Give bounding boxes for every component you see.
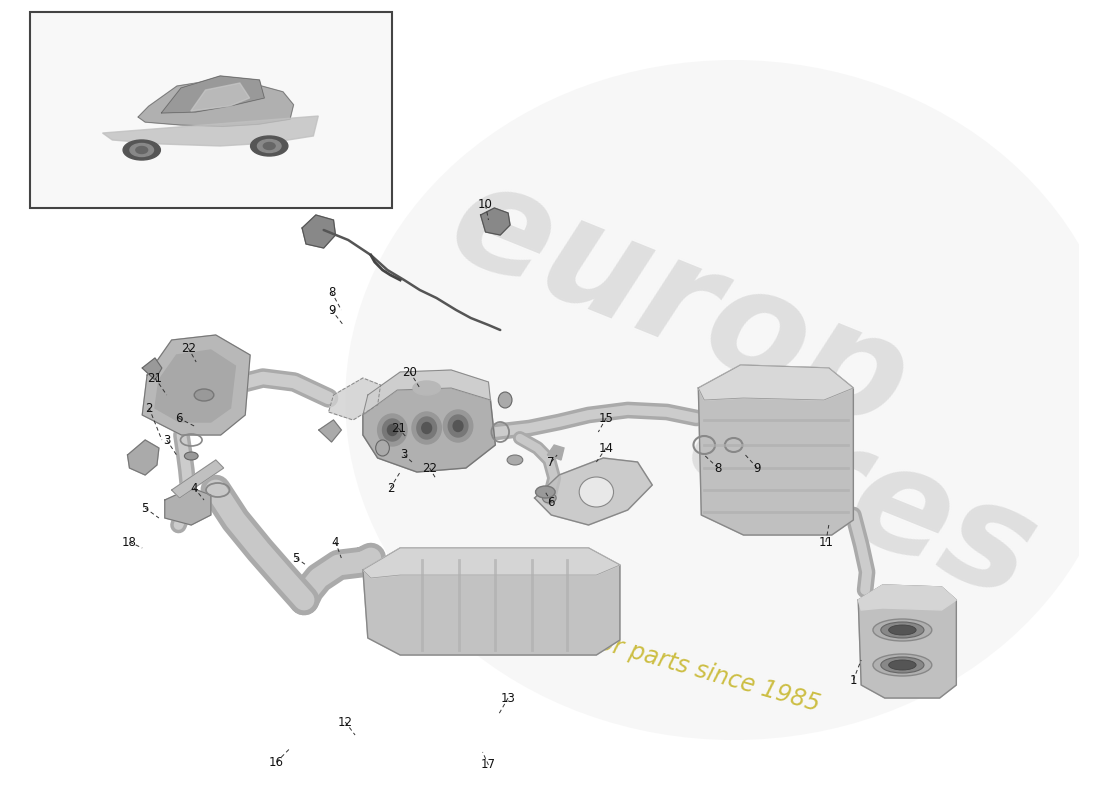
Ellipse shape: [421, 422, 431, 434]
Ellipse shape: [130, 143, 154, 157]
Polygon shape: [858, 585, 956, 610]
Text: 10: 10: [478, 198, 493, 211]
Polygon shape: [142, 358, 162, 380]
Text: 8: 8: [714, 462, 722, 474]
Ellipse shape: [251, 136, 288, 156]
Ellipse shape: [536, 486, 556, 498]
Polygon shape: [363, 548, 620, 655]
Ellipse shape: [498, 392, 512, 408]
Text: europ: europ: [431, 149, 928, 459]
Bar: [30, 12, 392, 208]
Text: 14: 14: [598, 442, 614, 454]
Text: 6: 6: [548, 495, 556, 509]
Text: a passion for parts since 1985: a passion for parts since 1985: [473, 595, 822, 717]
Polygon shape: [165, 488, 211, 525]
Text: 16: 16: [270, 755, 284, 769]
Polygon shape: [172, 460, 223, 498]
Text: 9: 9: [328, 303, 336, 317]
Text: 21: 21: [147, 371, 163, 385]
Polygon shape: [363, 370, 491, 415]
Polygon shape: [535, 458, 652, 525]
Text: 5: 5: [293, 551, 300, 565]
Text: 2: 2: [145, 402, 153, 414]
Ellipse shape: [387, 425, 397, 435]
Polygon shape: [319, 420, 341, 442]
Ellipse shape: [345, 60, 1100, 740]
Text: 21: 21: [390, 422, 406, 434]
Text: 3: 3: [400, 449, 408, 462]
Ellipse shape: [263, 142, 275, 150]
Polygon shape: [481, 208, 510, 235]
Text: 22: 22: [180, 342, 196, 354]
Text: 11: 11: [818, 535, 834, 549]
Text: 5: 5: [142, 502, 148, 514]
Text: 18: 18: [122, 535, 136, 549]
Text: 13: 13: [500, 691, 516, 705]
Ellipse shape: [257, 139, 280, 153]
Ellipse shape: [448, 415, 468, 437]
Ellipse shape: [881, 657, 924, 673]
Ellipse shape: [417, 417, 437, 439]
Polygon shape: [302, 215, 336, 248]
Ellipse shape: [376, 440, 389, 456]
Ellipse shape: [135, 146, 147, 154]
Polygon shape: [329, 378, 381, 420]
Ellipse shape: [123, 140, 161, 160]
Polygon shape: [139, 81, 294, 126]
Ellipse shape: [185, 452, 198, 460]
Text: 12: 12: [338, 715, 353, 729]
Text: 9: 9: [754, 462, 761, 474]
Ellipse shape: [873, 619, 932, 641]
Ellipse shape: [889, 660, 916, 670]
Polygon shape: [858, 585, 956, 698]
Polygon shape: [548, 445, 564, 460]
Polygon shape: [155, 350, 235, 422]
Ellipse shape: [881, 622, 924, 638]
Ellipse shape: [195, 389, 213, 401]
Polygon shape: [128, 440, 158, 475]
Ellipse shape: [412, 381, 440, 395]
Text: 4: 4: [190, 482, 198, 494]
Text: ares: ares: [672, 364, 1055, 628]
Text: 2: 2: [386, 482, 394, 494]
Ellipse shape: [580, 477, 614, 507]
Ellipse shape: [889, 625, 916, 635]
Ellipse shape: [443, 410, 473, 442]
Ellipse shape: [507, 455, 522, 465]
Text: 17: 17: [481, 758, 496, 771]
Ellipse shape: [873, 654, 932, 676]
Text: 8: 8: [328, 286, 336, 298]
Ellipse shape: [412, 412, 441, 444]
Polygon shape: [698, 365, 854, 400]
Polygon shape: [698, 365, 854, 535]
Text: 1: 1: [849, 674, 857, 686]
Text: 15: 15: [598, 411, 614, 425]
Ellipse shape: [542, 493, 557, 503]
Polygon shape: [190, 83, 250, 111]
Polygon shape: [363, 548, 620, 578]
Polygon shape: [363, 388, 495, 472]
Text: 3: 3: [163, 434, 170, 446]
Text: 4: 4: [332, 535, 339, 549]
Ellipse shape: [453, 421, 463, 431]
Text: 22: 22: [422, 462, 437, 474]
Text: 7: 7: [548, 455, 556, 469]
Text: 6: 6: [175, 411, 183, 425]
Ellipse shape: [383, 419, 403, 441]
Text: 20: 20: [403, 366, 417, 378]
Polygon shape: [102, 116, 318, 146]
Polygon shape: [162, 76, 264, 113]
Ellipse shape: [377, 414, 407, 446]
Polygon shape: [142, 335, 250, 435]
